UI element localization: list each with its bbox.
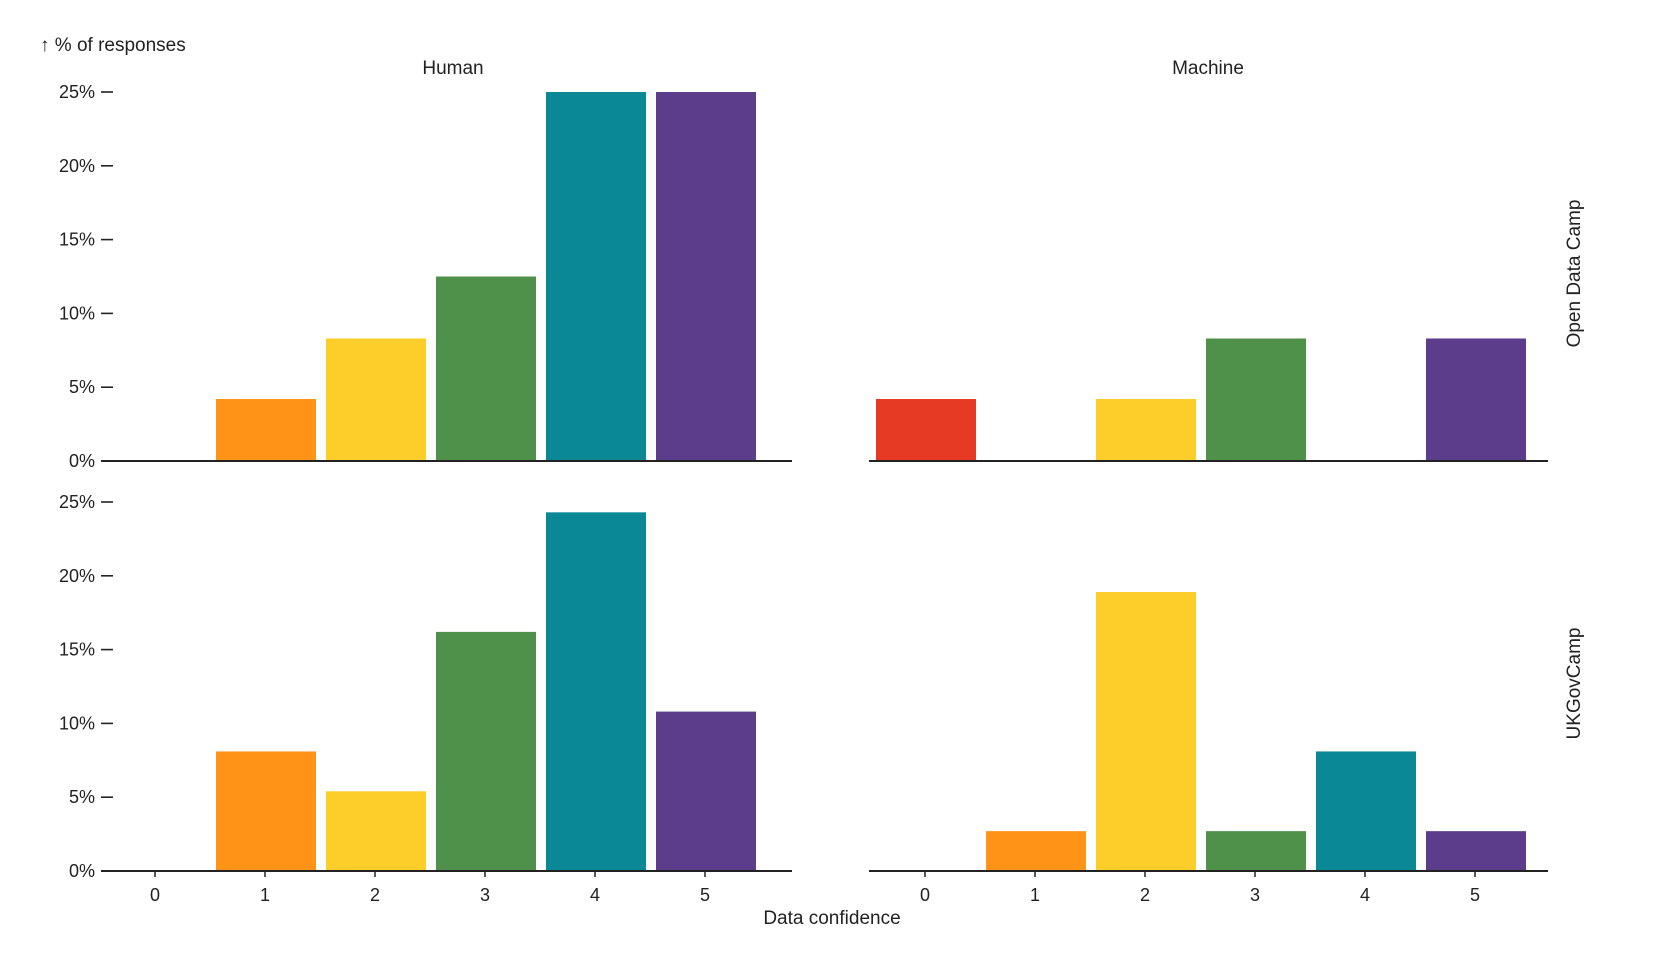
facet-label-open-data-camp: Open Data Camp [1564,200,1585,348]
x-tick-label: 4 [1360,885,1370,905]
facet-label-ukgovcamp: UKGovCamp [1564,628,1585,740]
bar [326,791,426,871]
x-tick-label: 2 [1140,885,1150,905]
x-tick-label: 5 [1470,885,1480,905]
bar [876,399,976,461]
bar [436,631,536,871]
y-tick-label: 15% [59,640,95,660]
facet-label-human: Human [422,58,483,79]
y-tick-label: 5% [69,787,95,807]
y-tick-label: 0% [69,861,95,881]
x-tick-label: 0 [920,885,930,905]
y-tick-label: 15% [59,230,95,250]
x-tick-label: 3 [1250,885,1260,905]
y-tick-label: 25% [59,82,95,102]
bar [986,831,1086,871]
bar [436,276,536,461]
bar [656,92,756,461]
plot-area: Human Machine Open Data Camp UKGovCamp 0% 5% 1… [59,58,1585,905]
bar [1206,831,1306,871]
bar [1426,831,1526,871]
x-tick-label: 2 [370,885,380,905]
y-tick-label: 5% [69,377,95,397]
x-tick-label: 4 [590,885,600,905]
x-tick-label: 1 [260,885,270,905]
bar [546,512,646,871]
bar [1426,338,1526,461]
bar [656,711,756,871]
y-tick-label: 25% [59,492,95,512]
x-axis-label: Data confidence [763,908,900,929]
bar [546,92,646,461]
y-tick-label: 20% [59,566,95,586]
y-tick-label: 0% [69,451,95,471]
bar [216,751,316,871]
y-tick-label: 20% [59,156,95,176]
y-axis-label: ↑ % of responses [40,35,186,56]
bar [1316,751,1416,871]
x-tick-label: 3 [480,885,490,905]
x-tick-label: 1 [1030,885,1040,905]
facet-label-machine: Machine [1172,58,1244,79]
bar [1096,592,1196,871]
bar [326,338,426,461]
bar [1206,338,1306,461]
x-tick-label: 0 [150,885,160,905]
x-tick-label: 5 [700,885,710,905]
bar [1096,399,1196,461]
bar [216,399,316,461]
y-tick-label: 10% [59,713,95,733]
y-tick-label: 10% [59,303,95,323]
